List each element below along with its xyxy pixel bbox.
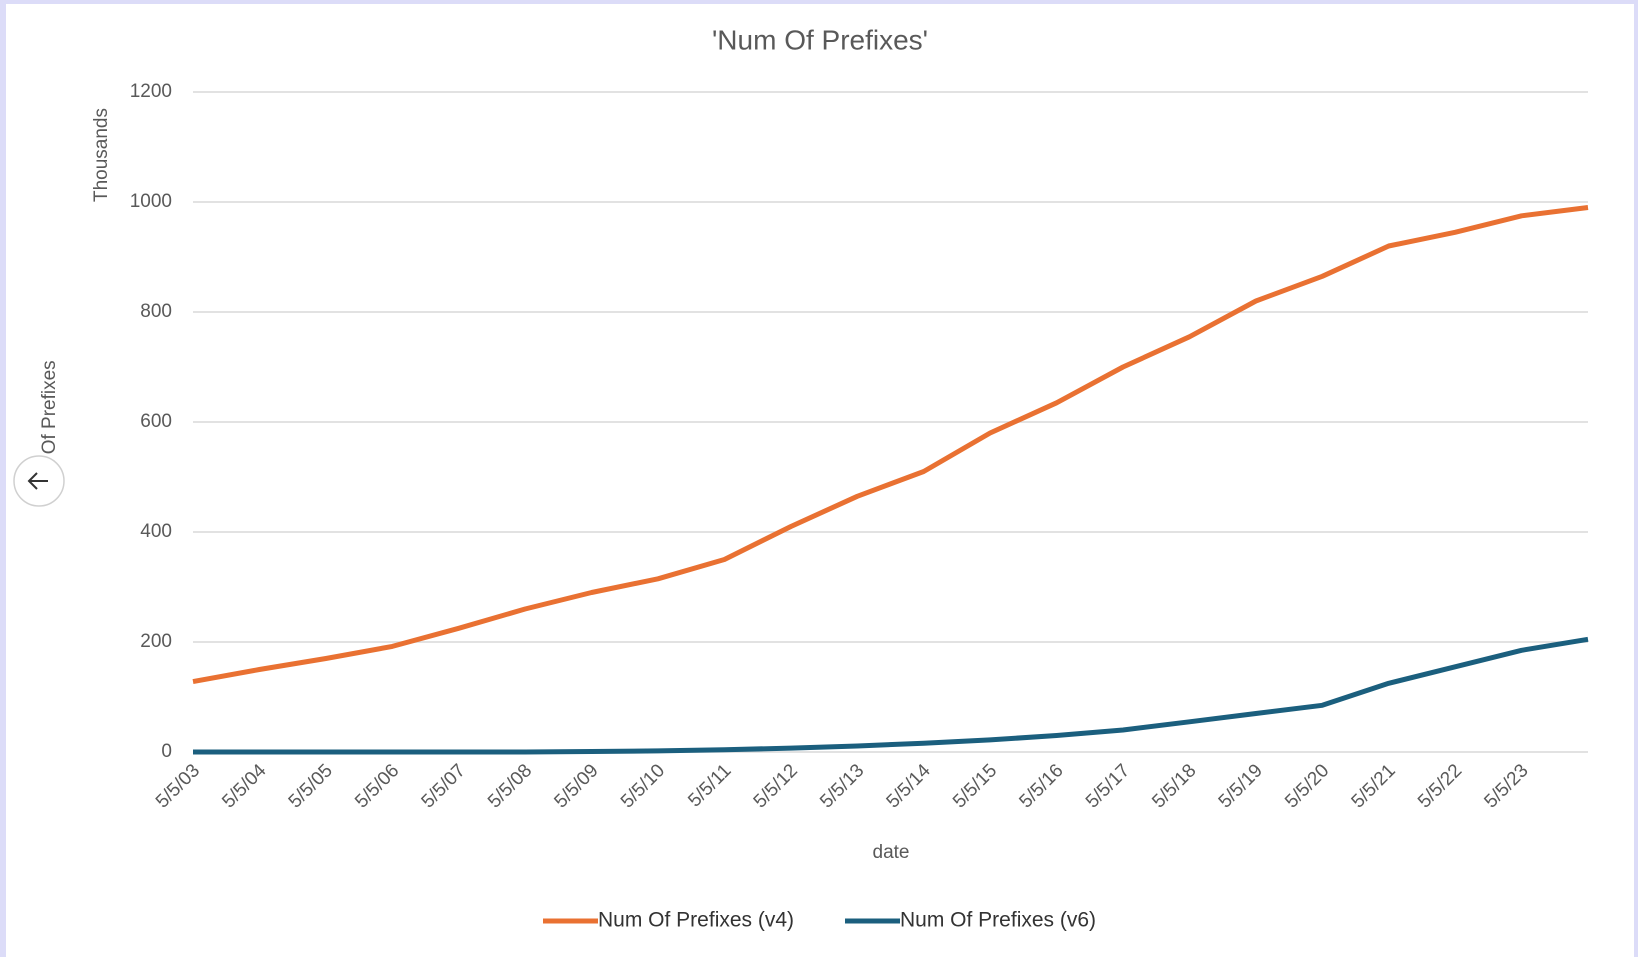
legend-label: Num Of Prefixes (v6)	[900, 909, 1096, 932]
chart-title: 'Num Of Prefixes'	[712, 24, 928, 55]
display-unit-label: Thousands	[91, 108, 112, 202]
x-axis-title: date	[873, 842, 910, 863]
y-tick-label: 200	[140, 631, 172, 652]
y-tick-label: 1200	[130, 81, 172, 102]
line-series	[192, 205, 1589, 685]
y-tick-label: 600	[140, 411, 172, 432]
y-tick-label: 800	[140, 301, 172, 322]
back-arrow-icon	[27, 472, 48, 490]
y-tick-label: 1000	[130, 191, 172, 212]
panel	[6, 4, 1634, 957]
y-tick-label: 0	[161, 741, 172, 762]
legend-label: Num Of Prefixes (v4)	[598, 909, 794, 932]
y-tick-label: 400	[140, 521, 172, 542]
line-series	[193, 636, 1589, 755]
back-button[interactable]	[13, 455, 65, 507]
